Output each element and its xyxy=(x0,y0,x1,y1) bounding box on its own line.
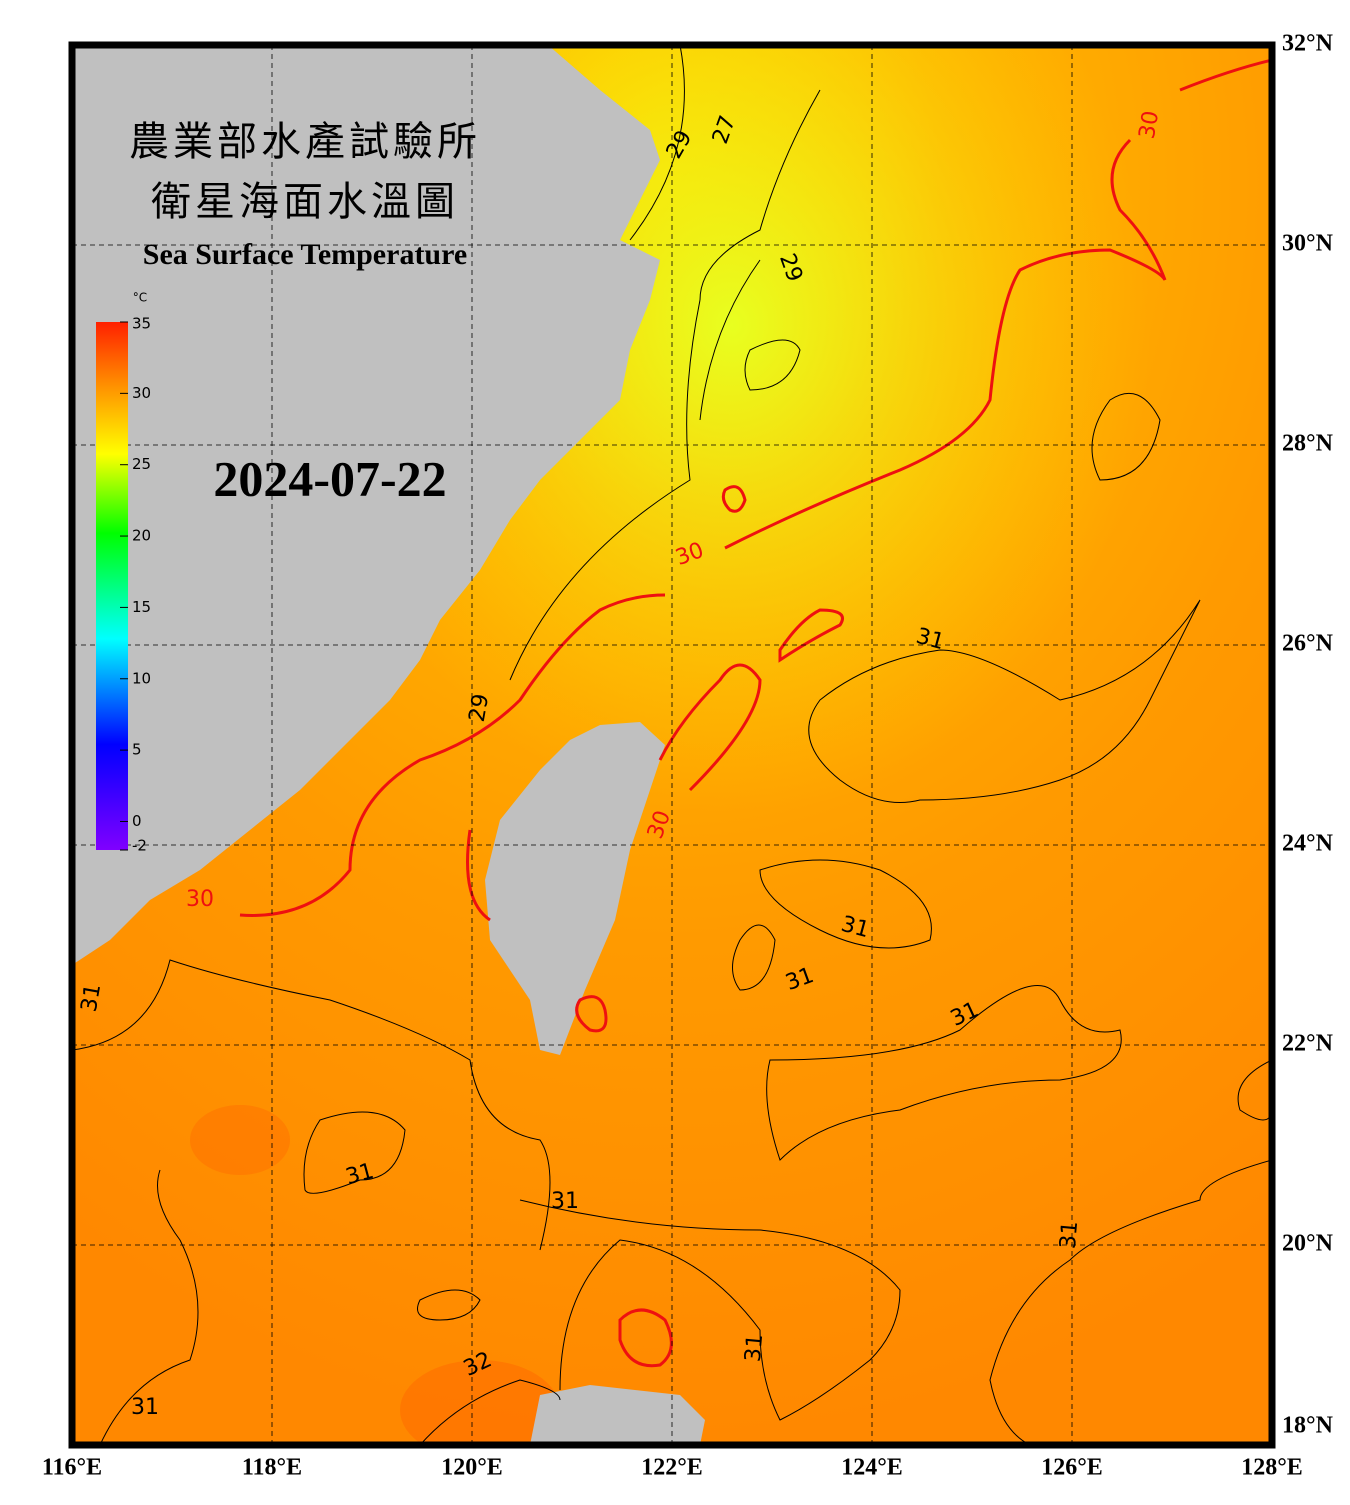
colorbar-tick-label: 10 xyxy=(132,669,151,687)
x-tick-label: 120°E xyxy=(441,1455,503,1481)
contour xyxy=(766,985,1122,1161)
contour xyxy=(72,959,551,1251)
colorbar-tick-label: -2 xyxy=(132,837,147,855)
contour xyxy=(759,859,932,949)
contour-label: 30 xyxy=(186,887,214,912)
contour xyxy=(724,58,1272,550)
y-tick-label: 24°N xyxy=(1282,831,1334,857)
y-tick-label: 28°N xyxy=(1282,431,1334,457)
contour xyxy=(417,1289,481,1321)
map-area xyxy=(72,45,1272,1445)
contour xyxy=(419,1379,561,1445)
contour xyxy=(466,663,762,922)
mainland xyxy=(72,45,660,965)
contour xyxy=(239,593,666,917)
contour xyxy=(721,485,747,513)
subtitle-zh: 衛星海面水溫圖 xyxy=(151,179,459,225)
contours-30 xyxy=(239,58,1272,1368)
colorbar-tick-label: 5 xyxy=(132,741,142,759)
y-tick-label: 22°N xyxy=(1282,1031,1334,1057)
contour-label: 31 xyxy=(77,982,106,1014)
contour xyxy=(303,1111,406,1194)
contour-label: 29 xyxy=(465,692,494,724)
colorbar-tick-label: 35 xyxy=(132,315,151,333)
contours xyxy=(72,45,1272,1445)
x-tick-label: 118°E xyxy=(242,1455,302,1481)
y-tick-label: 32°N xyxy=(1282,31,1334,57)
colorbar xyxy=(96,322,128,850)
hot-spot xyxy=(190,1105,290,1175)
title-en: Sea Surface Temperature xyxy=(143,238,467,271)
hot-spot xyxy=(400,1360,560,1445)
x-tick-label: 128°E xyxy=(1241,1455,1303,1481)
contour xyxy=(509,45,701,681)
y-tick-label: 30°N xyxy=(1282,231,1334,257)
y-tick-label: 26°N xyxy=(1282,631,1334,657)
colorbar-tick-label: 0 xyxy=(132,812,142,830)
title-zh: 農業部水產試驗所 xyxy=(129,119,481,165)
colorbar-unit: °C xyxy=(133,291,147,305)
contour xyxy=(1091,392,1161,481)
x-tick-label: 116°E xyxy=(42,1455,102,1481)
contour xyxy=(699,89,821,421)
contour-label: 31 xyxy=(551,1189,579,1214)
contour-label: 31 xyxy=(741,1333,768,1363)
y-tick-label: 20°N xyxy=(1282,1231,1334,1257)
contour-label: 30 xyxy=(1135,109,1164,141)
taiwan xyxy=(485,722,665,1055)
contour xyxy=(989,1059,1272,1445)
contour xyxy=(575,995,608,1033)
contour xyxy=(808,599,1201,803)
contour xyxy=(778,608,844,663)
colorbar-tick-label: 20 xyxy=(132,527,151,545)
contour-label: 31 xyxy=(131,1395,159,1420)
luzon xyxy=(530,1385,705,1445)
x-tick-label: 126°E xyxy=(1041,1455,1103,1481)
contour xyxy=(618,1308,673,1368)
map-frame xyxy=(68,41,1276,1449)
contour xyxy=(99,1169,199,1445)
x-tick-label: 122°E xyxy=(641,1455,703,1481)
colorbar-tick-label: 15 xyxy=(132,598,151,616)
contour xyxy=(744,339,801,391)
y-tick-label: 18°N xyxy=(1282,1413,1334,1439)
date: 2024-07-22 xyxy=(213,450,446,506)
contour xyxy=(732,924,776,991)
x-tick-label: 124°E xyxy=(841,1455,903,1481)
contour xyxy=(519,1199,901,1421)
colorbar-tick-label: 30 xyxy=(132,384,151,402)
contour-label: 31 xyxy=(1056,1220,1083,1250)
colorbar-tick-label: 25 xyxy=(132,455,151,473)
